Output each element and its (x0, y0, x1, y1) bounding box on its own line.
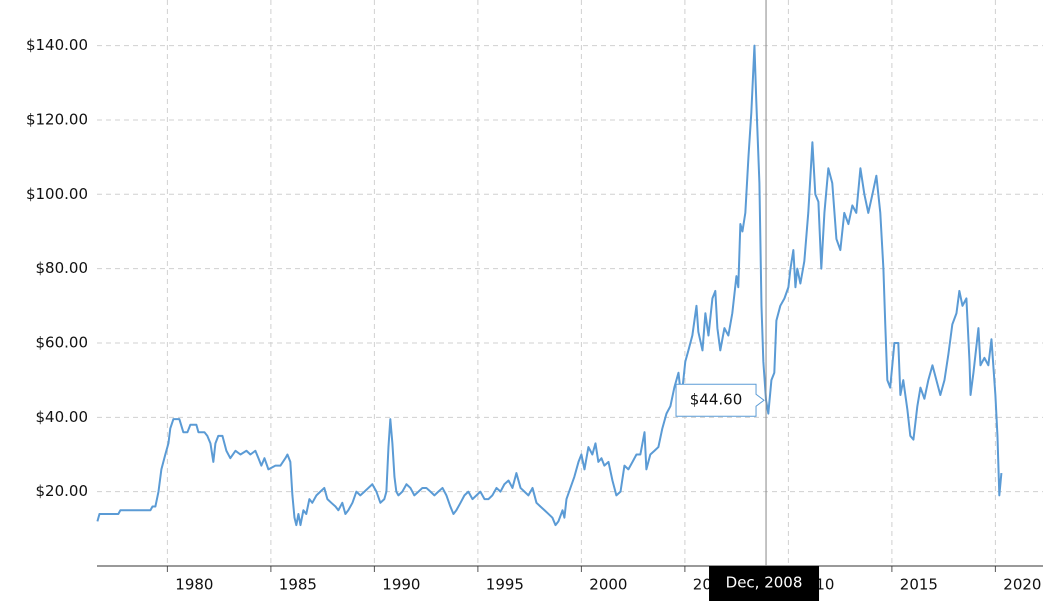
y-tick-label: $40.00 (36, 408, 89, 426)
y-tick-label: $20.00 (36, 482, 89, 500)
y-tick-label: $120.00 (26, 110, 88, 128)
y-tick-label: $60.00 (36, 333, 89, 351)
x-tick-label: 2020 (1003, 576, 1041, 594)
crosshair-x-label: Dec, 2008 (726, 574, 803, 592)
y-tick-label: $140.00 (26, 36, 88, 54)
x-tick-label: 1980 (175, 576, 213, 594)
crosshair-x-box (709, 566, 820, 601)
tooltip-box (675, 383, 765, 417)
tooltip-label: $44.60 (690, 391, 743, 409)
x-tick-label: 1985 (279, 576, 317, 594)
x-tick-label: 2015 (900, 576, 938, 594)
x-tick-label: 2000 (589, 576, 627, 594)
y-tick-label: $80.00 (36, 259, 89, 277)
y-tick-label: $100.00 (26, 185, 88, 203)
x-tick-label: 1995 (486, 576, 524, 594)
price-line (96, 44, 1003, 527)
x-tick-label: 1990 (382, 576, 420, 594)
